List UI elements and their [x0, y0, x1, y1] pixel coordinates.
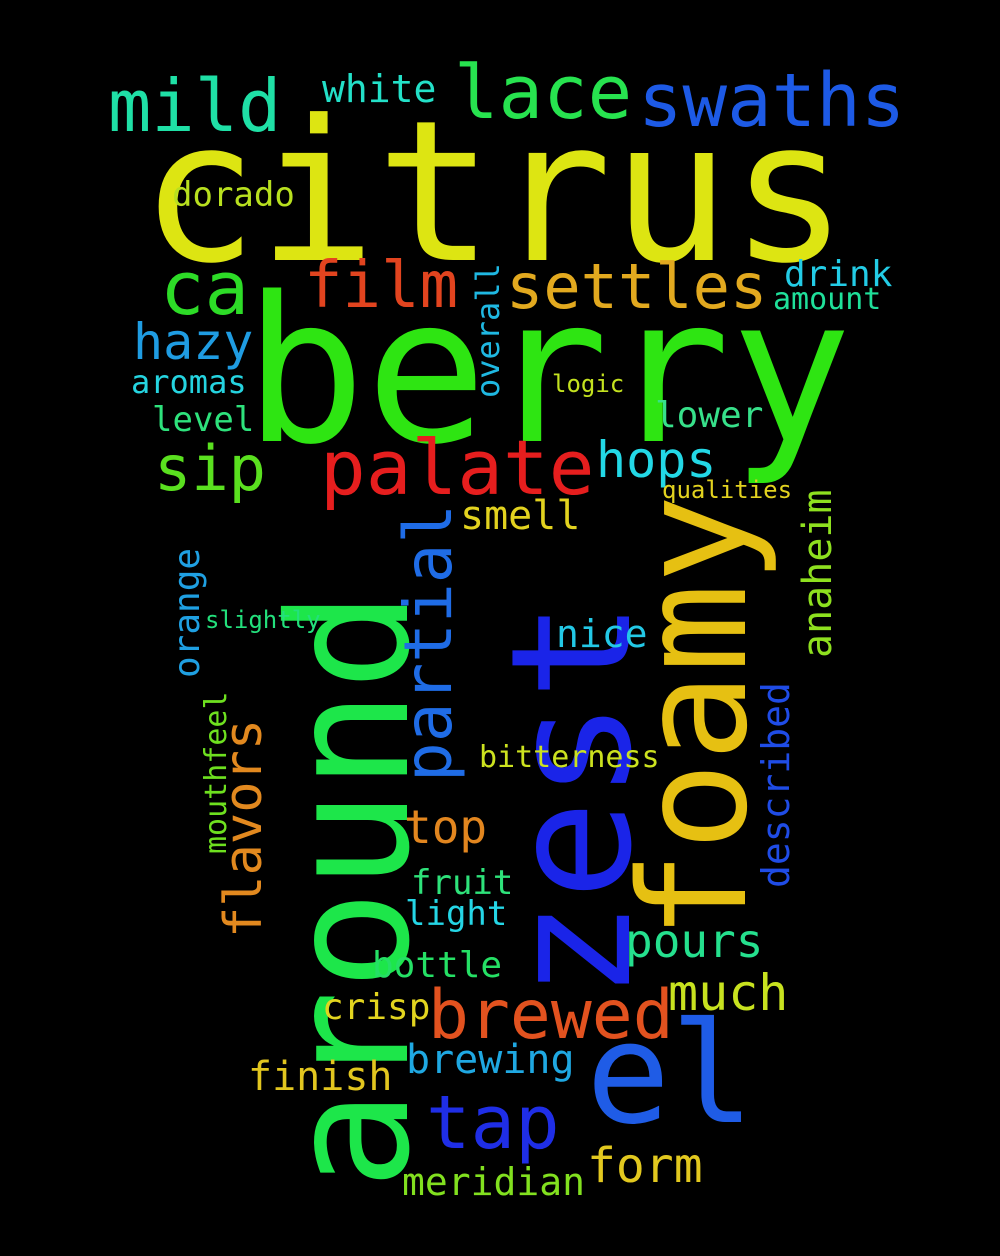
word: meridian	[402, 1160, 586, 1204]
word: dorado	[172, 175, 295, 215]
word: crisp	[322, 987, 431, 1028]
word: foamy	[608, 494, 780, 940]
word: brewed	[428, 976, 674, 1055]
word: citrus	[140, 79, 849, 307]
word: light	[405, 894, 508, 934]
word: overall	[469, 263, 507, 398]
word: aromas	[131, 363, 247, 401]
word: swaths	[638, 58, 906, 144]
word: mouthfeel	[199, 691, 234, 854]
word: settles	[506, 250, 768, 323]
word: smell	[460, 493, 581, 539]
word: amount	[773, 282, 882, 317]
word: hops	[596, 431, 717, 489]
word: logic	[552, 370, 625, 398]
word: anaheim	[795, 489, 841, 658]
word: sip	[154, 432, 266, 505]
word: bitterness	[479, 740, 660, 775]
word: top	[404, 800, 488, 854]
word: described	[754, 682, 798, 888]
word: slightly	[205, 606, 321, 634]
word: qualities	[662, 476, 793, 504]
word: berry	[244, 253, 853, 489]
word: pours	[625, 914, 764, 968]
word: finish	[248, 1054, 393, 1100]
word: lower	[655, 395, 764, 436]
word: orange	[167, 547, 208, 678]
word: form	[587, 1138, 703, 1194]
word: bottle	[372, 945, 503, 986]
word: partial	[390, 503, 467, 782]
word: brewing	[406, 1037, 575, 1083]
word: el	[586, 993, 755, 1156]
word: ca	[160, 246, 250, 332]
word: white	[322, 67, 437, 111]
word: drink	[784, 254, 893, 295]
word: fruit	[411, 863, 514, 903]
word: palate	[320, 423, 595, 512]
word: lace	[454, 50, 633, 136]
word: hazy	[133, 313, 254, 371]
word: tap	[426, 1080, 560, 1166]
word: much	[668, 964, 789, 1022]
word: film	[304, 249, 459, 323]
word: nice	[556, 612, 648, 656]
word: mild	[108, 64, 282, 148]
word: level	[152, 400, 255, 440]
